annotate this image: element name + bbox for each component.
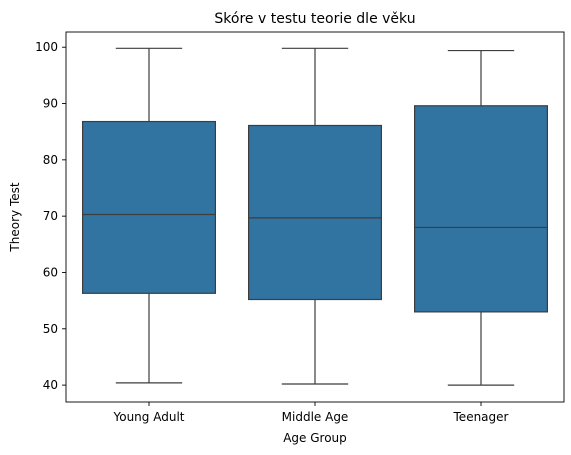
y-axis-title: Theory Test xyxy=(8,182,22,252)
y-tick-label: 60 xyxy=(43,265,58,279)
y-tick-label: 40 xyxy=(43,378,58,392)
box-teenager xyxy=(414,49,549,386)
box-iqr xyxy=(414,105,549,313)
x-axis: Young Adult Middle Age Teenager xyxy=(113,402,509,424)
box-young-adult xyxy=(81,47,217,384)
box-middle-age xyxy=(248,47,383,385)
y-tick-label: 100 xyxy=(35,40,58,54)
y-tick-label: 80 xyxy=(43,153,58,167)
box-iqr xyxy=(248,124,383,301)
plot-area xyxy=(65,31,565,403)
x-axis-title: Age Group xyxy=(283,431,347,445)
x-tick-label: Teenager xyxy=(453,410,509,424)
box-iqr xyxy=(81,120,217,294)
y-tick-label: 90 xyxy=(43,97,58,111)
y-axis: 40 50 60 70 80 90 100 xyxy=(35,40,66,392)
y-tick-label: 70 xyxy=(43,209,58,223)
x-tick-label: Young Adult xyxy=(113,410,185,424)
y-tick-label: 50 xyxy=(43,322,58,336)
chart-title: Skóre v testu teorie dle věku xyxy=(214,11,415,27)
x-tick-label: Middle Age xyxy=(282,410,349,424)
